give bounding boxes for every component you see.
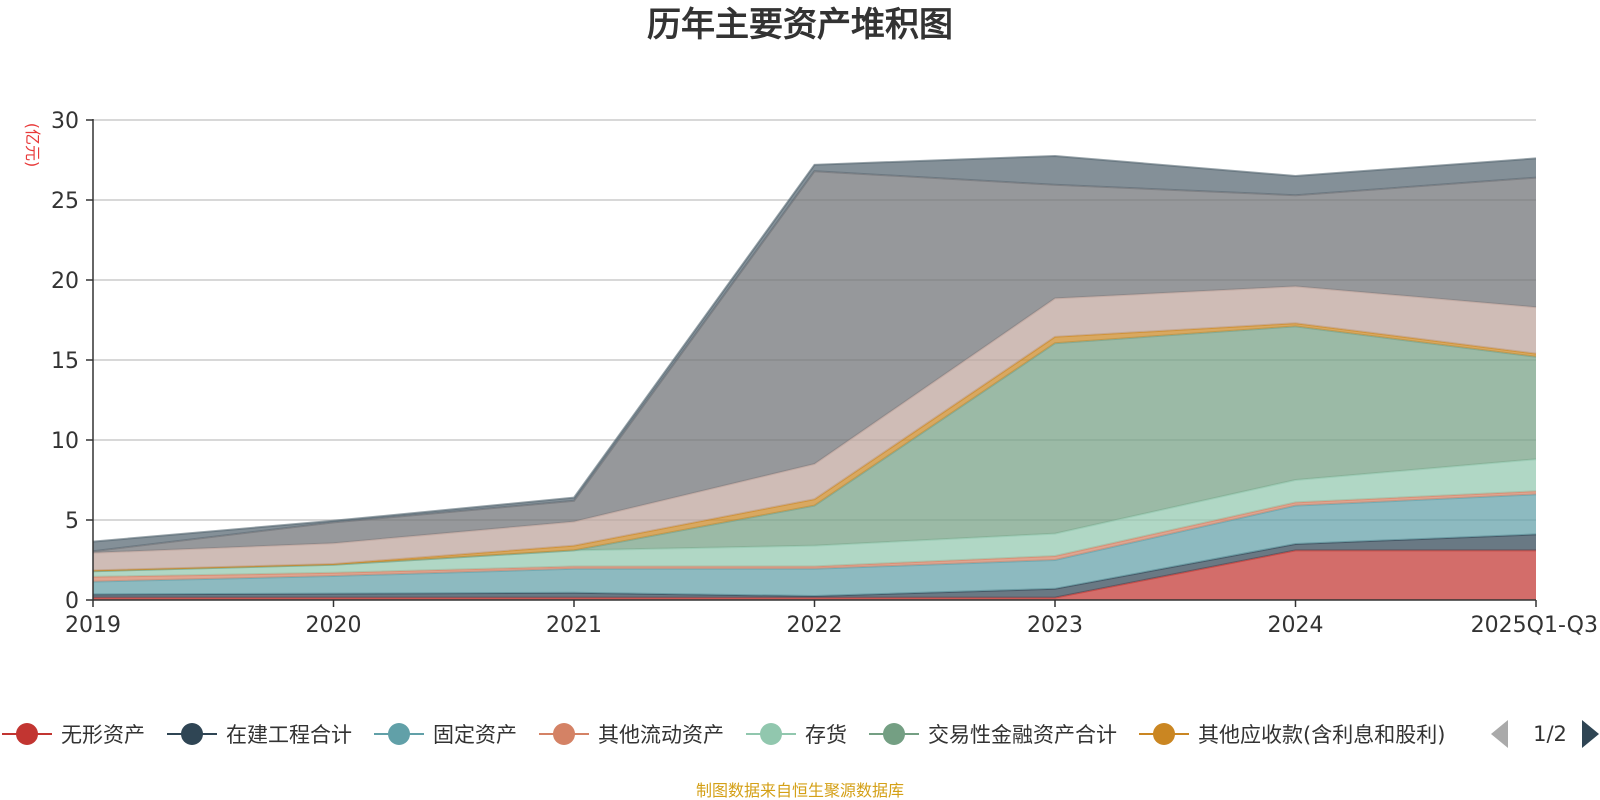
legend-label: 在建工程合计 <box>226 723 352 747</box>
legend-label: 其他流动资产 <box>598 723 724 747</box>
legend-item[interactable]: 固定资产 <box>374 723 517 747</box>
legend-label: 其他应收款(含利息和股利) <box>1198 723 1445 747</box>
y-tick-label: 30 <box>51 109 79 134</box>
legend-marker-icon <box>181 723 203 745</box>
x-tick-label: 2024 <box>1268 613 1324 638</box>
area-series <box>93 494 1536 596</box>
x-tick-label: 2022 <box>787 613 843 638</box>
legend: 无形资产 在建工程合计 固定资产 其他流动资产 存货 交易性金融资产合计 其他应收款(含利息… <box>2 723 1445 747</box>
legend-page-indicator: 1/2 <box>1533 722 1567 746</box>
x-tick-label: 2021 <box>546 613 602 638</box>
legend-marker-icon <box>16 723 38 745</box>
legend-label: 固定资产 <box>433 723 517 747</box>
area-series <box>93 326 1536 572</box>
legend-marker-icon <box>760 723 782 745</box>
legend-item[interactable]: 存货 <box>746 723 847 747</box>
legend-prev-page-icon[interactable] <box>1491 720 1508 748</box>
x-tick-label: 2023 <box>1027 613 1083 638</box>
legend-pager: 1/2 <box>1491 720 1599 748</box>
legend-label: 无形资产 <box>61 723 145 747</box>
area-series <box>93 459 1536 577</box>
legend-marker-icon <box>553 723 575 745</box>
x-tick-label: 2019 <box>65 613 121 638</box>
legend-marker-icon <box>388 723 410 745</box>
axes: 2019 2020 2021 2022 2023 2024 2025Q1-Q3 <box>65 119 1598 638</box>
y-tick-label: 15 <box>51 349 79 374</box>
area-series <box>93 550 1536 600</box>
legend-item[interactable]: 其他流动资产 <box>539 723 724 747</box>
chart-title: 历年主要资产堆积图 <box>647 5 953 45</box>
y-tick-label: 25 <box>51 189 79 214</box>
x-tick-label: 2020 <box>306 613 362 638</box>
y-tick-label: 5 <box>65 509 79 534</box>
x-tick-label: 2025Q1-Q3 <box>1471 613 1598 638</box>
legend-label: 存货 <box>805 723 847 747</box>
area-series <box>93 286 1536 571</box>
legend-marker-icon <box>883 723 905 745</box>
y-axis-unit-label: (亿元) <box>23 123 42 168</box>
area-series-group <box>92 154 1537 600</box>
legend-label: 交易性金融资产合计 <box>928 723 1117 747</box>
legend-item[interactable]: 其他应收款(含利息和股利) <box>1139 723 1445 747</box>
legend-marker-icon <box>1153 723 1175 745</box>
legend-item[interactable]: 在建工程合计 <box>167 723 352 747</box>
y-tick-label: 10 <box>51 429 79 454</box>
legend-next-page-icon[interactable] <box>1582 720 1599 748</box>
y-tick-label: 0 <box>65 589 79 614</box>
area-series <box>93 171 1536 553</box>
area-series-edge <box>92 154 1537 543</box>
legend-item[interactable]: 无形资产 <box>2 723 145 747</box>
area-series <box>93 491 1536 582</box>
data-source-note: 制图数据来自恒生聚源数据库 <box>696 781 904 800</box>
legend-item[interactable]: 交易性金融资产合计 <box>869 723 1117 747</box>
y-tick-label: 20 <box>51 269 79 294</box>
